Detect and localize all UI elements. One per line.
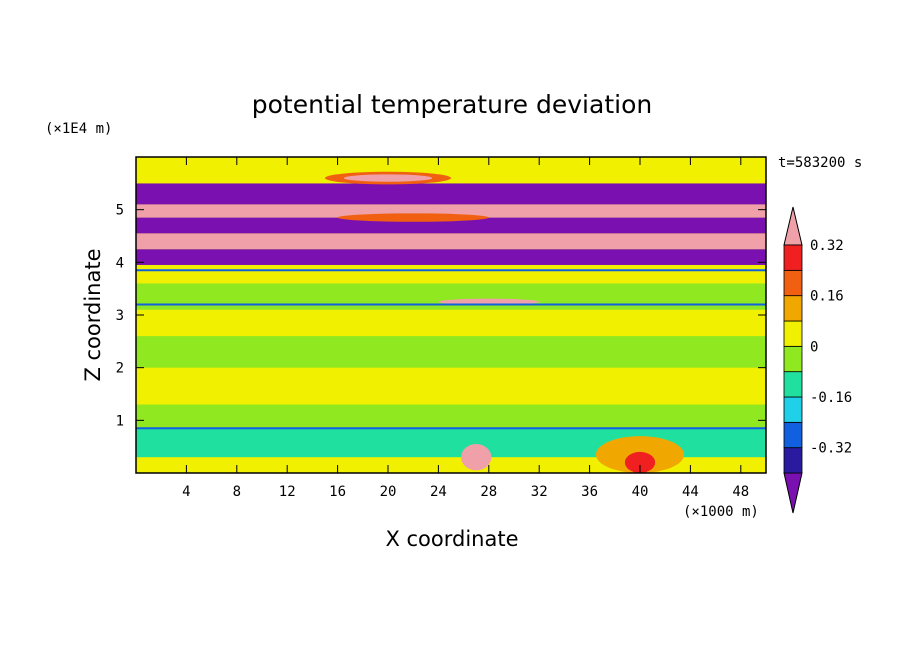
heatmap-band-6 — [136, 283, 766, 310]
x-tick-label-5: 24 — [430, 484, 447, 500]
y-tick-label-0: 1 — [116, 413, 124, 429]
heatmap-band-3 — [136, 367, 766, 405]
heatmap-band-2 — [136, 404, 766, 429]
x-tick-label-11: 48 — [732, 484, 749, 500]
x-tick-label-9: 40 — [632, 484, 649, 500]
x-units: (×1000 m) — [683, 504, 759, 520]
colorbar-swatch-0 — [783, 447, 803, 474]
y-tick-label-2: 3 — [116, 308, 124, 324]
y-tick-label-1: 2 — [116, 361, 124, 377]
colorbar-swatch-1 — [783, 421, 803, 449]
colorbar-swatch-5 — [783, 320, 803, 347]
colorbar-cap-bottom — [783, 472, 803, 514]
colorbar-label-4: -0.32 — [810, 441, 852, 457]
heatmap-band-4 — [136, 336, 766, 368]
x-tick-label-10: 44 — [682, 484, 699, 500]
x-tick-label-3: 16 — [329, 484, 346, 500]
colorbar-swatch-8 — [783, 244, 803, 271]
x-tick-label-1: 8 — [233, 484, 241, 500]
y-tick-label-3: 4 — [116, 255, 124, 271]
heatmap-band-11 — [136, 204, 766, 218]
colorbar-swatch-7 — [783, 269, 803, 297]
heatmap-band-8 — [136, 249, 766, 265]
colorbar: 0.32 0.16 0 -0.16 -0.32 — [783, 206, 852, 514]
colorbar-swatch-6 — [783, 295, 803, 322]
x-tick-label-7: 32 — [531, 484, 548, 500]
x-tick-label-0: 4 — [182, 484, 190, 500]
x-tick-label-8: 36 — [581, 484, 598, 500]
heatmap-band-10 — [136, 217, 766, 234]
heatmap-feature-2 — [337, 213, 489, 222]
y-axis-ticks: 1 2 3 4 5 — [116, 203, 766, 429]
time-label: t=583200 s — [778, 155, 862, 171]
x-tick-label-4: 20 — [380, 484, 397, 500]
colorbar-label-3: -0.16 — [810, 390, 852, 406]
x-axis-title: X coordinate — [385, 527, 518, 551]
y-tick-label-4: 5 — [116, 203, 124, 219]
x-tick-label-6: 28 — [480, 484, 497, 500]
colorbar-label-2: 0 — [810, 339, 818, 355]
heatmap-band-13 — [136, 157, 766, 184]
heatmap-feature-5 — [624, 451, 656, 473]
heatmap-feature-1 — [343, 174, 433, 182]
x-axis-ticks: 4 8 12 16 20 24 28 32 36 40 44 48 — [182, 157, 749, 500]
heatmap-band-5 — [136, 309, 766, 337]
colorbar-swatch-2 — [783, 396, 803, 423]
heatmap-band-9 — [136, 233, 766, 250]
chart-title: potential temperature deviation — [252, 90, 652, 119]
heatmap-band-12 — [136, 183, 766, 205]
heatmap-feature-6 — [438, 298, 540, 305]
heatmap-band-7 — [136, 264, 766, 284]
colorbar-label-1: 0.16 — [810, 289, 844, 305]
y-units: (×1E4 m) — [45, 121, 112, 137]
x-tick-label-2: 12 — [279, 484, 296, 500]
colorbar-label-0: 0.32 — [810, 238, 844, 254]
colorbar-swatch-4 — [783, 345, 803, 373]
y-axis-title: Z coordinate — [81, 248, 105, 381]
heatmap-feature-3 — [461, 444, 492, 471]
heatmap-field — [136, 157, 766, 473]
colorbar-swatch-3 — [783, 371, 803, 398]
colorbar-cap-top — [783, 206, 803, 246]
